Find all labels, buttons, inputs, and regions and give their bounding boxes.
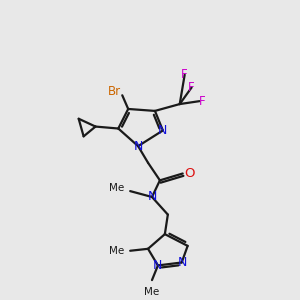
Text: Me: Me xyxy=(144,287,160,297)
Text: N: N xyxy=(178,256,188,269)
Text: O: O xyxy=(184,167,195,180)
Text: Me: Me xyxy=(109,183,124,193)
Text: N: N xyxy=(158,124,168,137)
Text: F: F xyxy=(182,68,188,81)
Text: N: N xyxy=(153,259,163,272)
Text: N: N xyxy=(134,140,143,153)
Text: N: N xyxy=(147,190,157,203)
Text: Me: Me xyxy=(109,246,124,256)
Text: F: F xyxy=(199,94,206,108)
Text: F: F xyxy=(188,81,195,94)
Text: Br: Br xyxy=(108,85,121,98)
